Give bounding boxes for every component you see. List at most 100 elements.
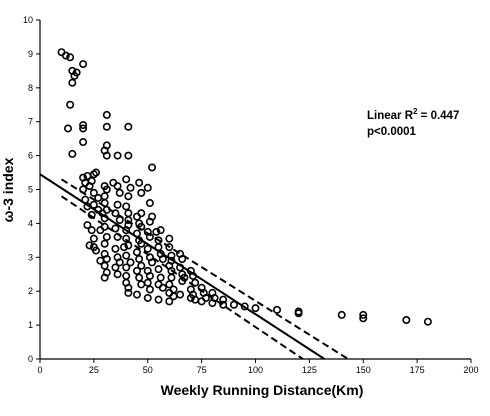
data-point: [337, 310, 346, 319]
data-point: [102, 232, 111, 241]
data-point: [359, 314, 368, 323]
data-point: [111, 244, 120, 253]
data-point: [68, 78, 77, 87]
data-point: [124, 216, 133, 225]
data-point: [145, 217, 154, 226]
data-point: [251, 304, 260, 313]
data-point: [126, 258, 135, 267]
data-point: [158, 254, 167, 263]
data-point: [111, 224, 120, 233]
data-point: [102, 185, 111, 194]
x-tick-label: 75: [197, 365, 207, 375]
data-point: [100, 273, 109, 282]
data-point: [208, 299, 217, 308]
y-tick-label: 3: [28, 252, 33, 262]
data-point: [137, 209, 146, 218]
data-point: [122, 251, 131, 260]
y-tick-label: 6: [28, 151, 33, 161]
data-point: [92, 246, 101, 255]
data-point: [219, 295, 228, 304]
y-tick-label: 5: [28, 185, 33, 195]
r-squared-prefix: Linear R: [367, 110, 414, 122]
data-point: [176, 290, 185, 299]
data-point: [145, 271, 154, 280]
x-tick-label: 25: [89, 365, 99, 375]
data-point: [94, 193, 103, 202]
data-point: [126, 183, 135, 192]
data-point: [186, 293, 195, 302]
data-point: [143, 293, 152, 302]
x-tick-label: 200: [463, 365, 478, 375]
data-point: [132, 290, 141, 299]
data-point: [124, 192, 133, 201]
y-tick-label: 2: [28, 286, 33, 296]
data-point: [113, 200, 122, 209]
data-point: [240, 302, 249, 311]
data-point: [100, 192, 109, 201]
data-point: [100, 239, 109, 248]
data-point: [156, 273, 165, 282]
data-point: [135, 254, 144, 263]
data-point: [85, 182, 94, 191]
data-point: [197, 297, 206, 306]
data-point: [66, 53, 75, 62]
data-point: [115, 258, 124, 267]
x-tick-label: 175: [410, 365, 425, 375]
x-axis-ticks: 0 25 50 75 100 125 150 175 200: [37, 359, 479, 375]
data-point: [143, 244, 152, 253]
data-point: [135, 178, 144, 187]
y-tick-label: 4: [28, 218, 33, 228]
y-axis-title: ω-3 index: [0, 157, 16, 222]
upper-confidence-line: [61, 178, 349, 360]
data-point: [111, 209, 120, 218]
data-point: [87, 210, 96, 219]
data-point: [124, 122, 133, 131]
x-tick-label: 100: [248, 365, 263, 375]
data-point: [72, 68, 81, 77]
data-point: [79, 60, 88, 69]
data-point: [122, 263, 131, 272]
data-point: [145, 285, 154, 294]
data-point: [113, 151, 122, 160]
data-point: [102, 122, 111, 131]
data-point: [122, 175, 131, 184]
data-point: [152, 227, 161, 236]
y-tick-label: 0: [28, 354, 33, 364]
x-axis-title: Weekly Running Distance(Km): [161, 382, 364, 398]
y-tick-label: 8: [28, 83, 33, 93]
data-point: [145, 199, 154, 208]
data-point: [89, 234, 98, 243]
data-point: [79, 124, 88, 133]
regression-lines: [39, 173, 349, 360]
r-squared-value: = 0.447: [417, 110, 459, 122]
data-point: [294, 309, 303, 318]
data-point: [124, 283, 133, 292]
data-point: [165, 243, 174, 252]
data-point: [120, 243, 129, 252]
regression-fit-line: [39, 173, 326, 360]
data-point: [148, 163, 157, 172]
data-point: [124, 288, 133, 297]
data-point: [83, 221, 92, 230]
data-point: [87, 226, 96, 235]
x-tick-label: 50: [143, 365, 153, 375]
p-value-annotation: p<0.0001: [367, 126, 417, 138]
data-point: [402, 316, 411, 325]
data-point: [423, 317, 432, 326]
data-point: [102, 110, 111, 119]
data-point: [273, 305, 282, 314]
data-point: [102, 151, 111, 160]
data-point: [113, 270, 122, 279]
plot-area: 0 1 2 3 4 5 6 7 8 9 10 0 25 50 75 100 125 150 175 200: [23, 15, 479, 375]
data-point: [143, 183, 152, 192]
data-point: [79, 121, 88, 130]
data-point: [165, 297, 174, 306]
data-point: [89, 200, 98, 209]
data-point: [154, 265, 163, 274]
y-tick-label: 7: [28, 117, 33, 127]
data-point: [124, 209, 133, 218]
data-point: [122, 271, 131, 280]
data-point: [143, 278, 152, 287]
data-point: [111, 263, 120, 272]
data-point: [137, 261, 146, 270]
